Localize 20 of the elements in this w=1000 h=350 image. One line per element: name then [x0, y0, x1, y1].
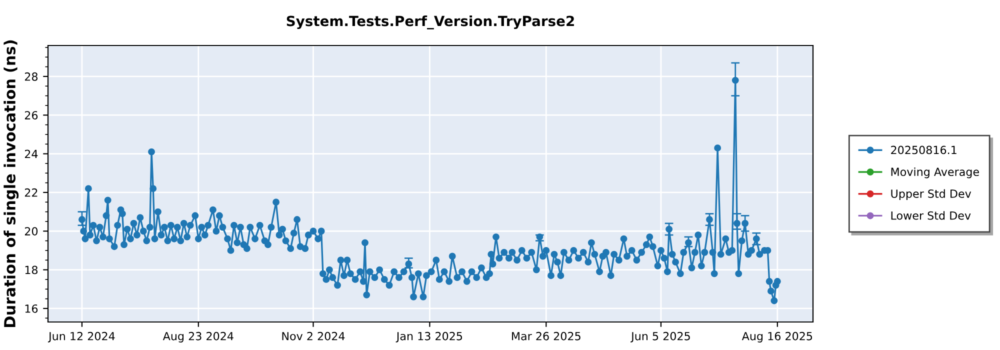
x-tick-label: Aug 16 2025 [742, 332, 812, 342]
x-tick-label: Mar 26 2025 [512, 332, 580, 340]
y-axis-title: Duration of single invocation (ns) [4, 40, 19, 327]
y-tick-label: 20 [24, 227, 38, 236]
y-tick-label: 18 [25, 266, 38, 274]
y-tick-label: 28 [24, 72, 38, 81]
x-tick-label: Jun 5 2025 [630, 332, 690, 342]
y-tick-label: 22 [24, 188, 38, 197]
legend-label: 20250816.1 [891, 146, 956, 154]
x-tick-label: Jan 13 2025 [396, 332, 462, 342]
y-tick-label: 16 [25, 304, 38, 313]
legend-label: Upper Std Dev [891, 189, 972, 200]
legend-label: Moving Average [891, 167, 979, 178]
x-tick-label: Jun 12 2024 [48, 332, 115, 342]
chart-title: System.Tests.Perf_Version.TryParse2 [286, 16, 574, 30]
x-tick-label: Nov 2 2024 [282, 332, 345, 340]
y-tick-label: 26 [24, 111, 38, 120]
x-tick-label: Aug 23 2024 [162, 332, 234, 342]
legend-label: Lower Std Dev [891, 211, 971, 220]
y-tick-label: 24 [24, 150, 38, 158]
